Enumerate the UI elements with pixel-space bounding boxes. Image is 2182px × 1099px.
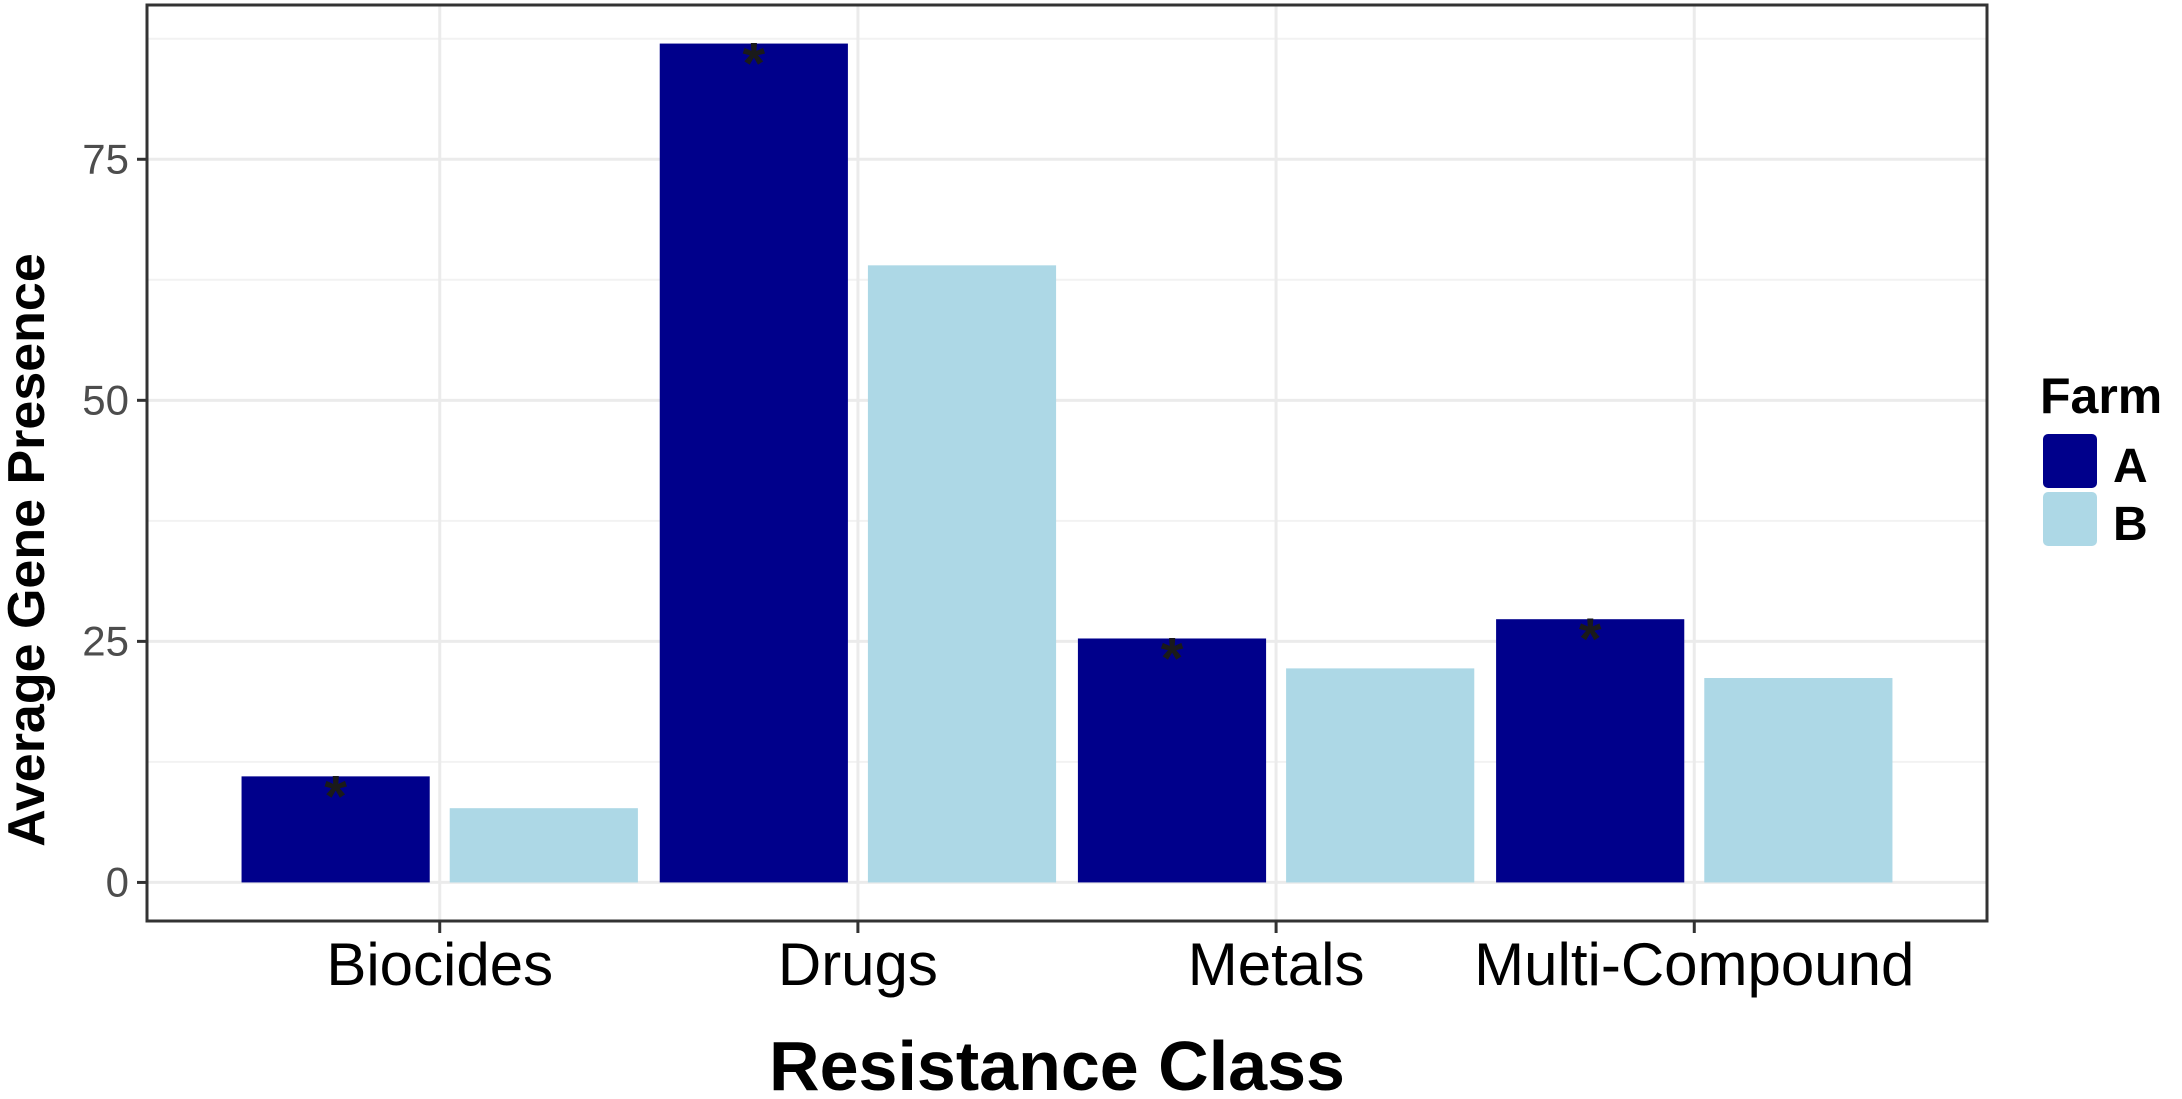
legend-key-b bbox=[2043, 492, 2097, 546]
significance-asterisk-drugs: * bbox=[743, 32, 766, 97]
legend-title: Farm bbox=[2040, 368, 2162, 424]
bars bbox=[241, 43, 1893, 883]
bar-multi-compound-a bbox=[1496, 619, 1685, 883]
bar-biocides-a bbox=[241, 776, 430, 883]
y-axis-title: Average Gene Presence bbox=[0, 253, 56, 847]
x-axis-title: Resistance Class bbox=[769, 1027, 1345, 1099]
bar-biocides-b bbox=[449, 808, 638, 883]
bar-metals-a bbox=[1077, 638, 1267, 883]
legend-key-a bbox=[2043, 434, 2097, 488]
x-tick-label: Drugs bbox=[778, 931, 938, 998]
bar-drugs-a bbox=[659, 43, 848, 883]
bar-drugs-b bbox=[867, 265, 1057, 883]
plot-border bbox=[145, 3, 1989, 923]
significance-markers: * * * * bbox=[324, 32, 1602, 830]
significance-asterisk-metals: * bbox=[1161, 626, 1184, 691]
x-tick-label: Biocides bbox=[326, 931, 553, 998]
y-tick-label: 50 bbox=[82, 376, 129, 423]
significance-asterisk-multi-compound: * bbox=[1579, 607, 1602, 672]
x-tick-label: Multi-Compound bbox=[1474, 931, 1914, 998]
gridlines bbox=[147, 5, 1987, 921]
bar-metals-b bbox=[1286, 668, 1475, 883]
legend: Farm A B bbox=[2040, 368, 2162, 551]
y-tick-label: 75 bbox=[82, 135, 129, 182]
bar-multi-compound-b bbox=[1704, 678, 1893, 883]
y-tick-label: 25 bbox=[82, 617, 129, 664]
y-tick-label: 0 bbox=[106, 858, 129, 905]
y-axis: 0 25 50 75 bbox=[82, 135, 147, 905]
significance-asterisk-biocides: * bbox=[324, 764, 347, 829]
x-tick-label: Metals bbox=[1188, 931, 1365, 998]
legend-label-b: B bbox=[2113, 498, 2148, 551]
x-axis: Biocides Drugs Metals Multi-Compound bbox=[326, 921, 1914, 998]
legend-label-a: A bbox=[2113, 440, 2148, 493]
